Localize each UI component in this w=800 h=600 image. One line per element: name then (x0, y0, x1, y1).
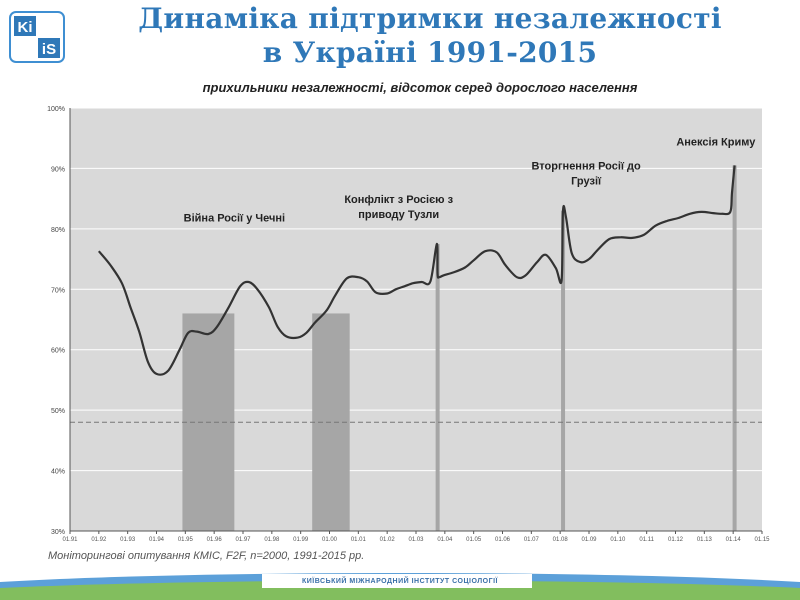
annotation-line: Анексія Криму (676, 136, 756, 148)
x-tick-label: 01.12 (668, 537, 684, 543)
x-tick-label: 01.02 (380, 537, 396, 543)
annotation-line: Грузії (571, 176, 602, 188)
x-tick-label: 01.05 (466, 537, 482, 543)
x-tick-label: 01.00 (322, 537, 338, 543)
title-line-1: Динаміка підтримки незалежності (138, 2, 722, 35)
y-tick-label: 100% (47, 106, 65, 113)
annotation: Конфлікт з Росією з приводу Тузли (344, 194, 453, 221)
x-tick-label: 01.08 (553, 537, 569, 543)
logo-text-bottom: iS (42, 41, 56, 58)
annotation-line: Війна Росії у Чечні (184, 213, 285, 225)
x-tick-label: 01.11 (639, 537, 654, 543)
annotation-line: приводу Тузли (358, 209, 439, 221)
x-tick-label: 01.91 (62, 537, 78, 543)
logo-text-top: Ki (18, 19, 33, 36)
x-tick-label: 01.99 (293, 537, 309, 543)
annotation-line: Вторгнення Росії до (531, 161, 641, 173)
x-tick-label: 01.01 (351, 537, 367, 543)
y-tick-label: 60% (51, 348, 65, 355)
y-tick-label: 70% (51, 287, 65, 294)
chart-subtitle: прихильники незалежності, відсоток серед… (202, 80, 638, 95)
footer-institute: КИЇВСЬКИЙ МІЖНАРОДНИЙ ІНСТИТУТ СОЦІОЛОГІ… (302, 578, 498, 585)
y-tick-label: 80% (51, 227, 65, 234)
x-tick-label: 01.96 (207, 537, 223, 543)
event-bar (435, 243, 440, 531)
x-tick-label: 01.04 (437, 537, 453, 543)
y-tick-label: 90% (51, 166, 65, 173)
footer-wave (0, 573, 800, 600)
y-tick-label: 40% (51, 469, 65, 476)
x-tick-label: 01.10 (610, 537, 626, 543)
x-tick-label: 01.03 (408, 537, 424, 543)
y-tick-label: 30% (51, 529, 65, 536)
x-tick-label: 01.06 (495, 537, 511, 543)
x-tick-label: 01.13 (697, 537, 713, 543)
kiis-logo: Ki iS (9, 11, 65, 63)
plot-area (70, 108, 762, 531)
x-tick-label: 01.07 (524, 537, 540, 543)
y-tick-label: 50% (51, 408, 65, 415)
annotation-line: Конфлікт з Росією з (344, 194, 453, 206)
event-bar (732, 165, 737, 531)
x-tick-label: 01.94 (149, 537, 165, 543)
x-tick-label: 01.15 (754, 537, 770, 543)
event-bar (561, 210, 566, 531)
annotation: Вторгнення Росії до Грузії (531, 161, 641, 188)
x-tick-label: 01.95 (178, 537, 194, 543)
x-tick-label: 01.97 (235, 537, 251, 543)
annotation: Анексія Криму (676, 136, 756, 148)
x-tick-label: 01.92 (91, 537, 107, 543)
series-line (97, 165, 736, 376)
x-tick-label: 01.93 (120, 537, 136, 543)
annotation: Війна Росії у Чечні (184, 213, 285, 225)
page-title: Динаміка підтримки незалежності в Україн… (80, 2, 780, 70)
source-note: Моніторингові опитування КМІС, F2F, n=20… (48, 550, 365, 562)
title-line-2: в Україні 1991-2015 (262, 36, 598, 69)
x-tick-label: 01.09 (581, 537, 597, 543)
x-tick-label: 01.14 (726, 537, 742, 543)
x-tick-label: 01.98 (264, 537, 280, 543)
